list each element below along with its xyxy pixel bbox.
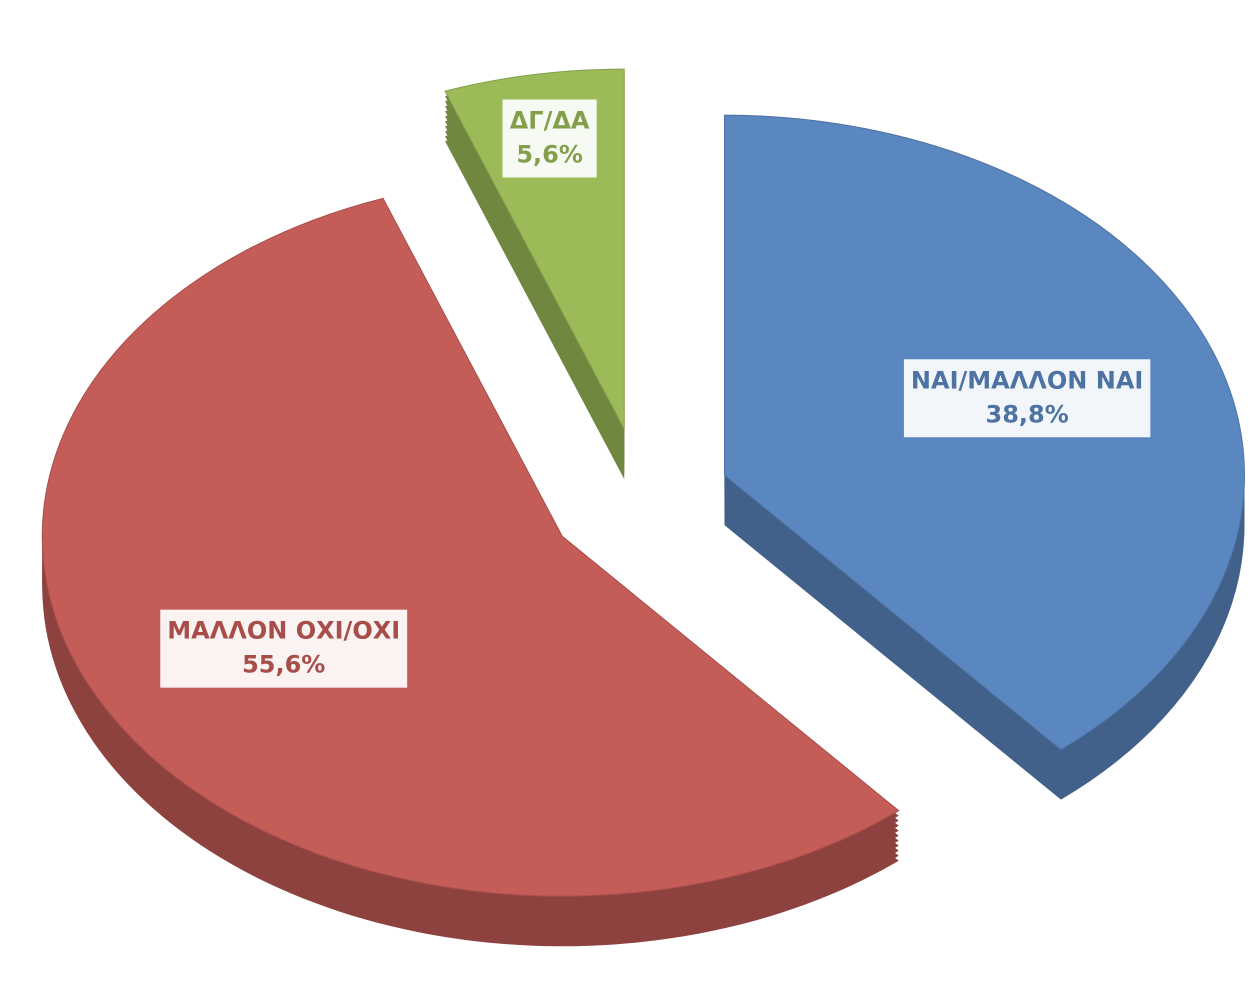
label-box xyxy=(158,607,410,690)
label-value: 38,8% xyxy=(986,400,1069,428)
label-category: ΔΓ/ΔΑ xyxy=(510,106,590,134)
label-value: 5,6% xyxy=(516,140,583,168)
label-box xyxy=(500,97,599,180)
slice xyxy=(41,197,900,897)
label-category: ΝΑΙ/ΜΑΛΛΟΝ ΝΑΙ xyxy=(911,366,1143,394)
label-category: ΜΑΛΛΟΝ ΟΧΙ/ΟΧΙ xyxy=(167,617,400,645)
label-value: 55,6% xyxy=(242,651,325,679)
labels: ΝΑΙ/ΜΑΛΛΟΝ ΝΑΙ 38,8% ΜΑΛΛΟΝ ΟΧΙ/ΟΧΙ 55,6% ΔΓ… xyxy=(158,97,1153,690)
label-box xyxy=(901,357,1153,440)
